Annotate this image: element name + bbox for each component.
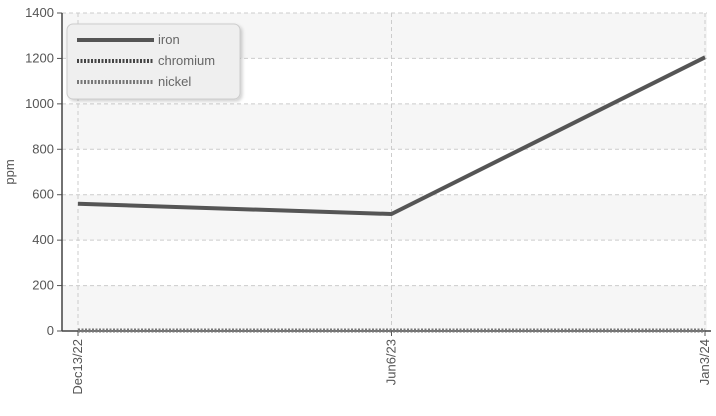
x-tick-label: Jun6/23: [384, 339, 399, 385]
gridlines: [62, 12, 707, 331]
y-tick-label: 1000: [25, 96, 54, 111]
x-tick-label: Jan3/24: [697, 339, 712, 385]
y-tick-label: 1400: [25, 5, 54, 20]
x-tick-label: Dec13/22: [70, 339, 85, 395]
background-band: [62, 103, 707, 150]
background-band: [62, 194, 707, 241]
background-band: [62, 285, 707, 331]
tick-labels: 0 200 400 600 800 1000 1200 1400 Dec13/22 Jun6/23…: [25, 5, 712, 395]
series-line-iron: [77, 55, 706, 217]
legend-label-chromium: chromium: [158, 53, 215, 68]
series-lines: [77, 55, 706, 333]
y-tick-label: 800: [32, 141, 54, 156]
y-tick-label: 600: [32, 187, 54, 202]
y-axis-title: ppm: [2, 159, 17, 184]
legend-label-iron: iron: [158, 32, 180, 47]
y-tick-label: 0: [47, 323, 54, 338]
legend: iron chromium nickel: [66, 23, 241, 100]
legend-label-nickel: nickel: [158, 74, 191, 89]
y-tick-label: 400: [32, 232, 54, 247]
y-tick-label: 1200: [25, 50, 54, 65]
y-tick-label: 200: [32, 278, 54, 293]
